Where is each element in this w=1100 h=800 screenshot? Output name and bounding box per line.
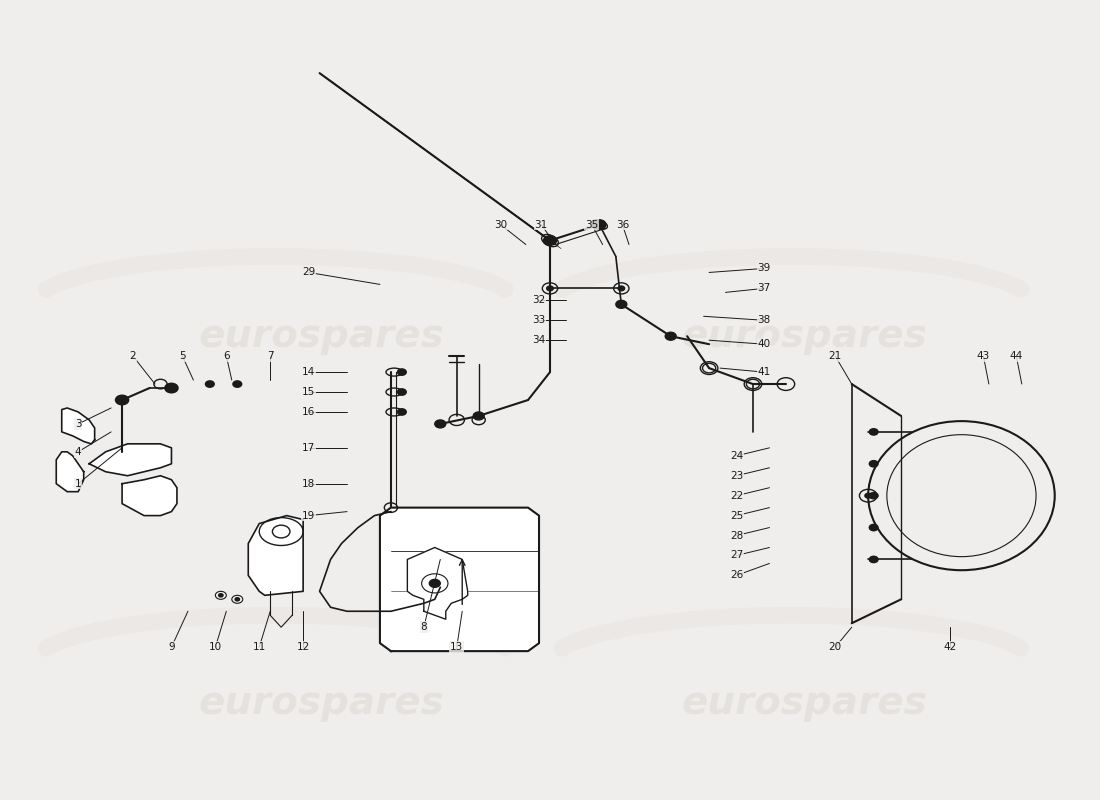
Circle shape xyxy=(233,381,242,387)
Circle shape xyxy=(869,524,878,530)
Text: 41: 41 xyxy=(757,367,771,377)
Polygon shape xyxy=(249,515,304,595)
Text: 32: 32 xyxy=(532,295,546,306)
Circle shape xyxy=(869,461,878,467)
Text: 38: 38 xyxy=(757,315,771,326)
Circle shape xyxy=(616,300,627,308)
Circle shape xyxy=(666,332,676,340)
Text: eurospares: eurospares xyxy=(199,684,444,722)
Text: 20: 20 xyxy=(828,642,842,652)
Circle shape xyxy=(547,286,553,290)
Circle shape xyxy=(219,594,223,597)
Text: 37: 37 xyxy=(757,283,771,294)
Text: 16: 16 xyxy=(302,407,316,417)
Text: 29: 29 xyxy=(302,267,316,278)
Text: 3: 3 xyxy=(75,419,81,429)
Text: 5: 5 xyxy=(179,351,186,361)
Circle shape xyxy=(865,494,871,498)
Circle shape xyxy=(593,220,606,230)
Text: 25: 25 xyxy=(730,510,744,521)
Text: 9: 9 xyxy=(168,642,175,652)
Text: 6: 6 xyxy=(223,351,230,361)
Circle shape xyxy=(434,420,446,428)
Text: 2: 2 xyxy=(130,351,136,361)
Circle shape xyxy=(869,556,878,562)
Text: 14: 14 xyxy=(302,367,316,377)
Text: 40: 40 xyxy=(758,339,770,349)
Text: 44: 44 xyxy=(1010,351,1023,361)
Circle shape xyxy=(397,389,406,395)
Text: 23: 23 xyxy=(730,470,744,481)
Text: 27: 27 xyxy=(730,550,744,561)
Text: eurospares: eurospares xyxy=(682,318,927,355)
Polygon shape xyxy=(56,452,84,492)
Text: 8: 8 xyxy=(420,622,427,632)
Text: 35: 35 xyxy=(585,220,598,230)
Text: eurospares: eurospares xyxy=(682,684,927,722)
Circle shape xyxy=(397,369,406,375)
Polygon shape xyxy=(89,444,172,476)
Text: 13: 13 xyxy=(450,642,463,652)
Text: 31: 31 xyxy=(535,220,548,230)
Circle shape xyxy=(869,429,878,435)
Text: 24: 24 xyxy=(730,451,744,461)
Text: 12: 12 xyxy=(297,642,310,652)
Circle shape xyxy=(235,598,240,601)
Text: 26: 26 xyxy=(730,570,744,580)
Circle shape xyxy=(618,286,625,290)
Text: 1: 1 xyxy=(75,478,81,489)
Text: 17: 17 xyxy=(302,443,316,453)
Text: 7: 7 xyxy=(267,351,274,361)
Text: 10: 10 xyxy=(209,642,222,652)
Text: 21: 21 xyxy=(828,351,842,361)
Text: 15: 15 xyxy=(302,387,316,397)
Circle shape xyxy=(165,383,178,393)
Text: 11: 11 xyxy=(253,642,266,652)
Polygon shape xyxy=(379,508,539,651)
Polygon shape xyxy=(62,408,95,444)
Text: 34: 34 xyxy=(532,335,546,346)
Circle shape xyxy=(869,493,878,499)
Text: 36: 36 xyxy=(616,220,629,230)
Circle shape xyxy=(206,381,214,387)
Text: 42: 42 xyxy=(944,642,957,652)
Text: 28: 28 xyxy=(730,530,744,541)
Polygon shape xyxy=(122,476,177,515)
Text: 22: 22 xyxy=(730,490,744,501)
Circle shape xyxy=(116,395,129,405)
Text: 33: 33 xyxy=(532,315,546,326)
Polygon shape xyxy=(407,547,468,619)
Text: 39: 39 xyxy=(757,263,771,274)
Circle shape xyxy=(473,412,484,420)
Circle shape xyxy=(397,409,406,415)
Text: 19: 19 xyxy=(302,510,316,521)
Text: 43: 43 xyxy=(977,351,990,361)
Text: 30: 30 xyxy=(494,220,507,230)
Text: 4: 4 xyxy=(75,447,81,457)
Circle shape xyxy=(543,236,557,246)
Text: eurospares: eurospares xyxy=(199,318,444,355)
Circle shape xyxy=(429,579,440,587)
Text: 18: 18 xyxy=(302,478,316,489)
